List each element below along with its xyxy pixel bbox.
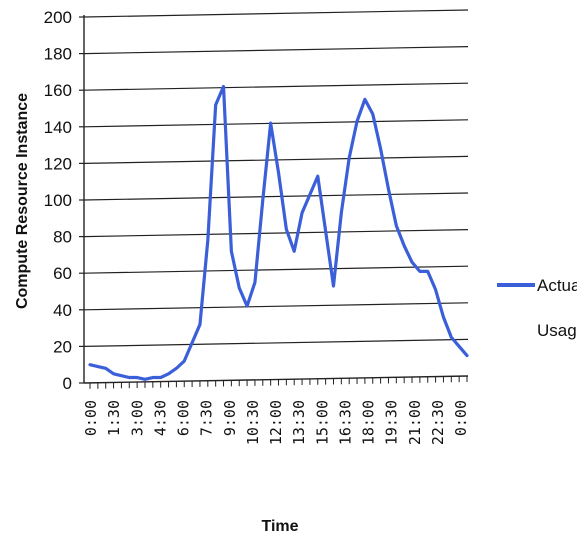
y-tick-label-180: 180: [44, 45, 72, 64]
data-point: [403, 244, 405, 247]
data-point: [183, 360, 186, 362]
y-tick-label-40: 40: [53, 301, 72, 320]
y-tick-label-200: 200: [44, 8, 72, 27]
y-tick-label-80: 80: [53, 228, 72, 247]
x-tick-label: 0:00: [82, 400, 100, 436]
data-point: [269, 122, 272, 124]
y-tick-label-0: 0: [63, 374, 72, 393]
x-tick-label: 21:00: [406, 400, 424, 445]
x-tick-label: 6:00: [175, 400, 193, 436]
data-point: [144, 378, 146, 381]
data-point: [348, 157, 350, 159]
y-axis-title: Compute Resource Instance: [14, 93, 31, 309]
x-tick-label: 15:00: [313, 400, 331, 445]
gridline-y-20: [83, 338, 469, 347]
x-tick-label: 12:00: [267, 400, 285, 445]
data-point: [395, 224, 398, 227]
gridline-y-180: [83, 46, 469, 55]
data-point: [466, 354, 468, 357]
data-point: [387, 188, 390, 190]
x-tick-label: 13:30: [290, 400, 308, 445]
data-point: [316, 175, 319, 178]
data-point: [97, 365, 99, 368]
data-point: [136, 376, 138, 379]
gridline-y-100: [83, 192, 469, 201]
data-point: [214, 104, 217, 106]
legend-label-line1: Actual: [537, 276, 577, 295]
y-tick-label-120: 120: [44, 154, 72, 173]
x-tick-label: 16:30: [336, 400, 354, 445]
data-point: [419, 270, 421, 273]
data-point: [332, 285, 335, 287]
x-tick-label: 19:30: [383, 400, 401, 445]
gridlines: [83, 9, 469, 347]
gridline-y-200: [83, 9, 469, 18]
data-point: [254, 281, 256, 284]
data-point: [324, 230, 327, 232]
y-tick-label-100: 100: [44, 191, 72, 210]
data-point: [112, 373, 115, 375]
data-point: [152, 376, 154, 379]
y-tick-label-160: 160: [44, 81, 72, 100]
x-tick-label: 10:30: [244, 400, 262, 445]
legend-label-line2: Usage: [537, 321, 577, 340]
x-tick-label: 18:00: [360, 400, 378, 445]
series-layer: [88, 84, 469, 381]
data-point: [191, 341, 193, 344]
data-point: [120, 374, 123, 377]
data-point: [379, 147, 382, 150]
data-point: [199, 323, 201, 326]
y-tick-labels: 0 20 40 60 80 100 120 140 160 180 200: [44, 8, 72, 393]
y-tick-label-140: 140: [44, 118, 72, 137]
data-point: [246, 305, 248, 307]
gridline-y-60: [83, 265, 469, 274]
data-point: [159, 376, 162, 379]
axes: [79, 15, 469, 389]
data-point: [277, 171, 280, 174]
data-point: [230, 250, 233, 253]
gridline-y-140: [83, 119, 469, 128]
x-tick-label: 22:30: [429, 400, 447, 445]
y-tick-label-20: 20: [53, 337, 72, 356]
data-point: [293, 250, 296, 253]
x-tick-label: 9:00: [221, 400, 239, 436]
x-tick-label: 0:00: [452, 400, 470, 436]
data-point: [442, 316, 445, 318]
data-point: [356, 120, 358, 123]
x-tick-labels: 0:00 1:30 3:00 4:30 6:00 7:30 9:00 10:30 12:00 13…: [82, 400, 470, 445]
data-point: [301, 212, 303, 214]
data-point: [340, 212, 343, 214]
legend: Actual Usage: [497, 276, 577, 340]
y-tick-label-60: 60: [53, 264, 72, 283]
gridline-y-160: [83, 82, 469, 91]
data-point: [450, 336, 453, 339]
data-point: [104, 367, 107, 370]
data-point: [128, 376, 131, 379]
data-point: [364, 98, 366, 101]
x-tick-label: 1:30: [105, 400, 123, 436]
data-point: [261, 199, 264, 201]
data-point: [309, 193, 311, 196]
data-point: [175, 367, 178, 370]
x-tick-label: 7:30: [198, 400, 216, 436]
data-point: [238, 287, 241, 289]
gridline-y-80: [83, 229, 469, 238]
data-point: [285, 228, 288, 231]
data-point: [207, 239, 209, 242]
data-point: [411, 261, 413, 264]
gridline-y-40: [83, 302, 469, 311]
data-point: [426, 270, 429, 273]
data-point: [89, 363, 91, 366]
x-axis-title: Time: [261, 518, 298, 535]
x-tick-label: 4:30: [151, 400, 169, 436]
data-point: [167, 373, 170, 375]
data-point: [371, 113, 374, 115]
data-point: [434, 288, 437, 291]
x-tick-label: 3:00: [128, 400, 146, 436]
data-point: [458, 345, 460, 348]
data-point: [222, 85, 225, 88]
